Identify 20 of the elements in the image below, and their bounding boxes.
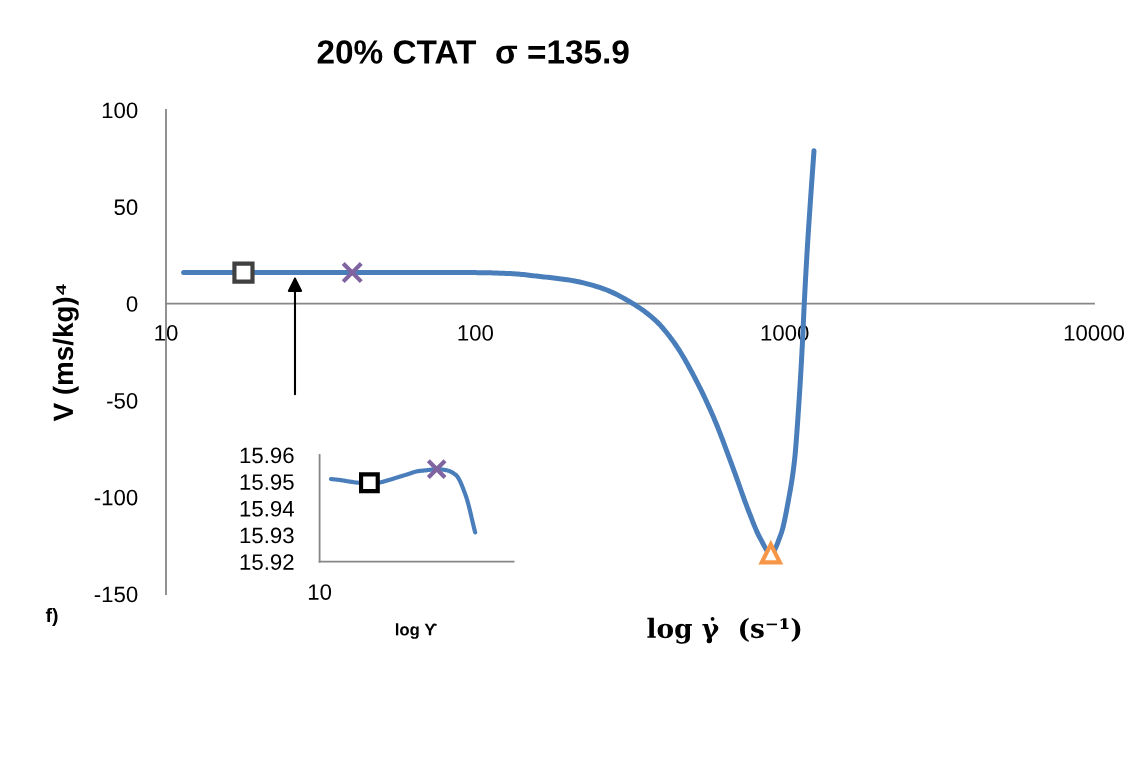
y-tick-label: 0 bbox=[126, 296, 138, 312]
x-axis-title: log γ̇ (s⁻¹) bbox=[647, 616, 801, 644]
x-tick-label: 10 bbox=[155, 325, 178, 341]
x-tick-label: 100 bbox=[458, 325, 493, 341]
x-tick-label: 10000 bbox=[1064, 325, 1125, 341]
y-tick-label: 15.93 bbox=[240, 527, 294, 544]
x-axis-title: log ϒ bbox=[395, 623, 437, 639]
y-tick-label: 50 bbox=[114, 199, 138, 216]
text: f) bbox=[45, 607, 58, 627]
y-tick-label: -100 bbox=[94, 489, 138, 506]
y-tick-label: 15.94 bbox=[240, 500, 294, 517]
y-tick-label: 15.95 bbox=[240, 474, 294, 490]
y-tick-label: 100 bbox=[102, 102, 138, 119]
y-axis-title: V (ms/kg)⁴ bbox=[52, 284, 79, 422]
chart-title: 20% CTAT σ =135.9 bbox=[317, 40, 629, 64]
annotation: 10 bbox=[308, 584, 332, 600]
y-tick-label: -50 bbox=[107, 392, 138, 409]
y-tick-label: 15.96 bbox=[240, 447, 294, 464]
y-tick-label: -150 bbox=[94, 586, 138, 603]
y-tick-label: 15.92 bbox=[240, 554, 294, 570]
